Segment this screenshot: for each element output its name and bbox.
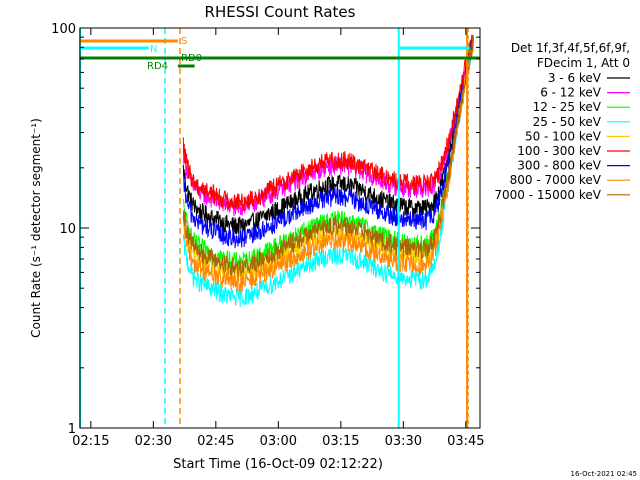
annotation-n: N (150, 44, 157, 55)
annotation-rd0: RD0 (181, 53, 202, 64)
legend-label: 12 - 25 keV (533, 100, 602, 114)
legend-label: 800 - 7000 keV (510, 173, 602, 187)
plot-frame (79, 27, 481, 429)
x-axis-label: Start Time (16-Oct-09 02:12:22) (173, 457, 383, 472)
x-axis: 02:15 02:30 02:45 03:00 03:15 03:30 03:45 (72, 28, 485, 449)
series-line-6 (182, 37, 474, 249)
legend: Det 1f,3f,4f,5f,6f,9f,FDecim 1, Att 03 -… (494, 41, 630, 202)
x-tick-label: 03:15 (322, 434, 359, 449)
x-tick-label: 03:00 (260, 434, 297, 449)
annotation-rd4: RD4 (147, 61, 168, 72)
series-line-0 (182, 35, 474, 235)
x-tick-label: 03:30 (385, 434, 422, 449)
y-axis: 1 10 100 (51, 22, 480, 437)
x-tick-label: 02:15 (72, 434, 109, 449)
legend-header-line: Det 1f,3f,4f,5f,6f,9f, (511, 41, 630, 55)
legend-label: 6 - 12 keV (540, 86, 602, 100)
series-line-7 (182, 37, 474, 293)
y-tick-label: 10 (59, 222, 76, 237)
legend-header-line: FDecim 1, Att 0 (537, 56, 630, 70)
legend-label: 25 - 50 keV (533, 115, 602, 129)
event-markers: S N RD4 RD0 (79, 28, 480, 428)
y-tick-label: 1 (68, 422, 76, 437)
annotation-s: S (181, 36, 187, 47)
x-tick-label: 02:45 (197, 434, 234, 449)
y-tick-label: 100 (51, 22, 76, 37)
legend-label: 3 - 6 keV (548, 71, 602, 85)
x-tick-label: 02:30 (135, 434, 172, 449)
legend-label: 50 - 100 keV (525, 129, 602, 143)
legend-label: 100 - 300 keV (517, 144, 601, 158)
series-line-3 (182, 35, 474, 308)
x-tick-label: 03:45 (447, 434, 484, 449)
legend-label: 300 - 800 keV (517, 159, 601, 173)
timestamp: 16-Oct-2021 02:45 (571, 470, 637, 478)
series-line-5 (182, 34, 474, 212)
chart-title: RHESSI Count Rates (205, 3, 356, 21)
data-curves (182, 34, 474, 308)
y-axis-label: Count Rate (s⁻¹ detector segment⁻¹) (29, 118, 43, 338)
legend-label: 7000 - 15000 keV (494, 188, 601, 202)
series-line-8 (182, 37, 474, 277)
